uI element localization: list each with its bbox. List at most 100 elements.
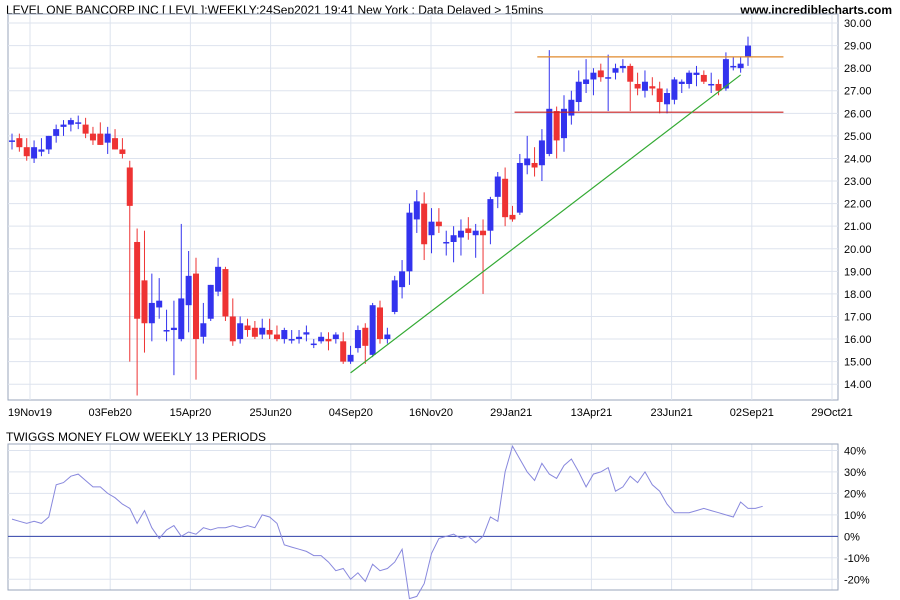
candle-up: [619, 65, 626, 69]
candle-down: [222, 269, 229, 317]
candle-up: [60, 124, 67, 127]
y-tick-label: 18.00: [844, 289, 872, 301]
candle-down: [435, 221, 442, 227]
indicator-title: TWIGGS MONEY FLOW WEEKLY 13 PERIODS: [6, 430, 267, 444]
candle-up: [31, 147, 38, 159]
candle-up: [722, 59, 729, 89]
x-tick-label: 29Jan21: [490, 407, 532, 419]
candle-up: [737, 63, 744, 69]
y-tick-label: 28.00: [844, 63, 872, 75]
y-tick-label: 22.00: [844, 199, 872, 211]
candle-up: [9, 140, 15, 142]
candle-down: [656, 88, 663, 103]
y-tick-label: 29.00: [844, 41, 872, 53]
candle-up: [369, 305, 376, 355]
y-tick-label: 16.00: [844, 334, 872, 346]
candle-down: [134, 241, 141, 319]
x-tick-label: 03Feb20: [88, 407, 131, 419]
candle-up: [450, 235, 457, 242]
candle-down: [244, 325, 251, 331]
candle-down: [23, 147, 30, 157]
candle-up: [671, 79, 678, 100]
candle-up: [693, 72, 700, 75]
indicator-y-tick-label: 10%: [844, 510, 866, 522]
candle-up: [472, 230, 479, 236]
candle-down: [229, 316, 236, 342]
indicator-panel: [7, 443, 839, 591]
x-tick-label: 04Sep20: [329, 407, 373, 419]
y-tick-label: 27.00: [844, 86, 872, 98]
candle-up: [310, 343, 317, 346]
candle-up: [730, 65, 737, 68]
candle-up: [354, 330, 361, 349]
candle-up: [399, 271, 406, 288]
candle-down: [273, 334, 280, 340]
candle-up: [686, 72, 693, 84]
y-tick-label: 17.00: [844, 311, 872, 323]
y-tick-label: 14.00: [844, 379, 872, 391]
candle-down: [97, 133, 104, 145]
candle-up: [708, 83, 715, 86]
y-tick-label: 19.00: [844, 266, 872, 278]
candle-up: [678, 81, 685, 84]
candle-up: [575, 81, 582, 103]
x-tick-label: 02Sep21: [730, 407, 774, 419]
y-tick-label: 21.00: [844, 221, 872, 233]
indicator-y-tick-label: -10%: [844, 553, 870, 565]
candle-up: [281, 330, 288, 340]
candle-down: [89, 133, 96, 141]
candle-down: [362, 327, 369, 346]
candle-down: [325, 339, 332, 342]
candle-down: [597, 70, 604, 78]
candle-down: [119, 149, 126, 154]
money-flow-line: [11, 444, 763, 600]
candle-down: [340, 341, 347, 362]
candle-up: [516, 162, 523, 213]
candle-up: [487, 199, 494, 231]
y-tick-label: 15.00: [844, 357, 872, 369]
candle-up: [413, 201, 420, 220]
candle-up: [605, 77, 612, 79]
candle-up: [296, 336, 303, 340]
candle-up: [524, 158, 531, 166]
x-tick-label: 29Oct21: [811, 407, 853, 419]
candle-up: [38, 149, 45, 152]
y-tick-label: 25.00: [844, 131, 872, 143]
indicator-y-tick-label: 40%: [844, 445, 866, 457]
indicator-y-tick-label: 30%: [844, 467, 866, 479]
candle-down: [465, 228, 472, 233]
indicator-y-tick-label: 0%: [844, 531, 860, 543]
indicator-y-tick-label: 20%: [844, 488, 866, 500]
candle-up: [156, 300, 163, 308]
candle-up: [148, 302, 155, 324]
candle-down: [480, 230, 487, 236]
candle-up: [664, 93, 671, 105]
candle-up: [318, 336, 325, 342]
candle-up: [641, 81, 648, 91]
candle-up: [75, 122, 82, 124]
candle-down: [627, 65, 634, 82]
candle-up: [443, 241, 450, 244]
candle-down: [634, 83, 641, 89]
candle-up: [178, 298, 185, 340]
y-tick-label: 23.00: [844, 176, 872, 188]
y-tick-label: 24.00: [844, 153, 872, 165]
candle-up: [494, 176, 501, 197]
candle-up: [53, 129, 60, 136]
candle-down: [251, 327, 258, 337]
candle-down: [82, 124, 89, 134]
candle-up: [561, 108, 567, 139]
x-tick-label: 15Apr20: [170, 407, 212, 419]
candle-up: [170, 327, 177, 331]
candle-up: [45, 135, 52, 150]
candle-down: [553, 111, 560, 141]
candle-up: [457, 230, 464, 238]
candle-up: [163, 330, 170, 332]
candle-up: [546, 108, 553, 154]
candle-up: [745, 45, 751, 57]
candle-up: [538, 140, 545, 166]
candle-up: [332, 334, 339, 340]
candle-down: [112, 138, 119, 150]
candle-up: [67, 120, 74, 125]
candle-down: [126, 167, 133, 206]
